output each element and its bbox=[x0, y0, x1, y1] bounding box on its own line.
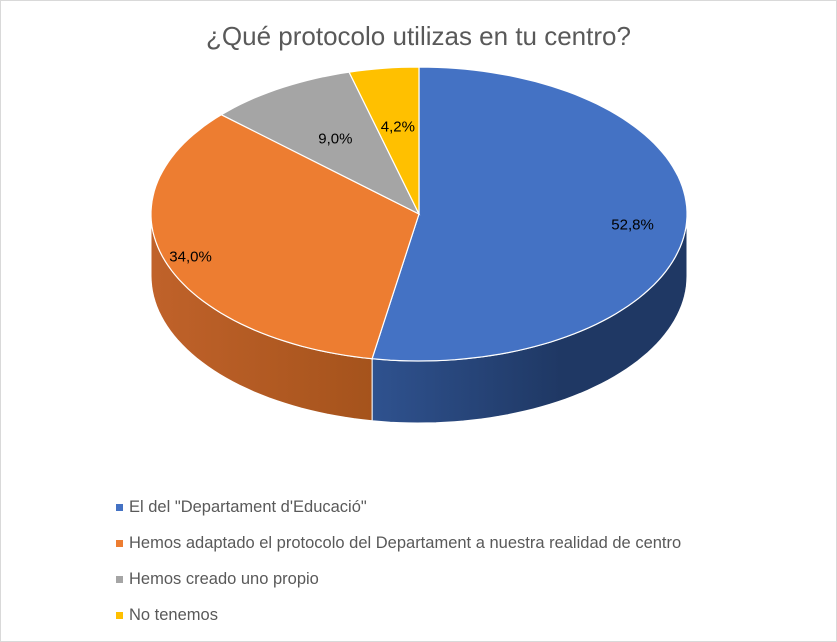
legend-swatch bbox=[116, 611, 123, 619]
legend-swatch bbox=[116, 539, 123, 547]
legend-item: Hemos creado uno propio bbox=[116, 561, 681, 597]
legend-item: No tenemos bbox=[116, 597, 681, 633]
legend-swatch bbox=[116, 503, 123, 511]
pie-slice bbox=[348, 66, 420, 215]
data-label: 4,2% bbox=[381, 119, 415, 136]
data-label: 52,8% bbox=[611, 216, 654, 233]
legend-label: No tenemos bbox=[129, 605, 218, 624]
chart-title: ¿Qué protocolo utilizas en tu centro? bbox=[206, 21, 631, 51]
legend-label: Hemos adaptado el protocolo del Departam… bbox=[129, 533, 682, 552]
data-label: 34,0% bbox=[169, 248, 212, 265]
data-label: 9,0% bbox=[318, 131, 352, 148]
legend-item: Hemos adaptado el protocolo del Departam… bbox=[116, 525, 681, 561]
pie-slice bbox=[371, 66, 688, 362]
legend-swatch bbox=[116, 575, 123, 583]
legend-label: El del "Departament d'Educació" bbox=[129, 497, 367, 516]
pie-slice bbox=[220, 71, 421, 216]
legend-item: El del "Departament d'Educació" bbox=[116, 489, 681, 525]
pie-slice bbox=[150, 114, 420, 360]
legend: El del "Departament d'Educació" Hemos ad… bbox=[116, 489, 681, 633]
pie-chart: 52,8% 34,0% 9,0% 4,2% bbox=[150, 66, 688, 424]
legend-label: Hemos creado uno propio bbox=[129, 569, 319, 588]
